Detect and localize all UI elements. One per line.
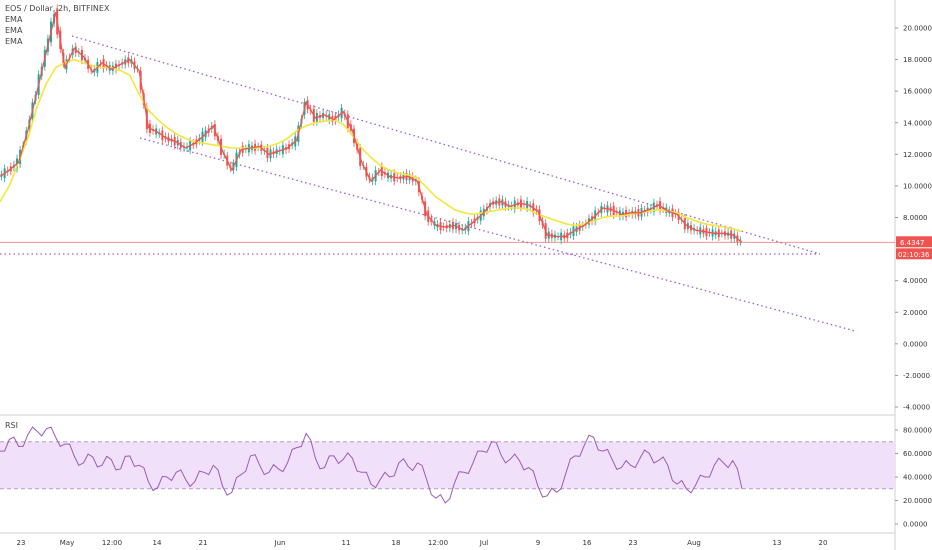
- price-tick-label: 20.0000: [903, 25, 932, 33]
- price-tick-label: -2.0000: [903, 372, 930, 380]
- rsi-line: [0, 426, 743, 504]
- ema-fast-line: [0, 12, 743, 243]
- time-tick-label: 20: [819, 539, 828, 547]
- time-tick-label: 16: [583, 539, 592, 547]
- time-tick-label: 23: [629, 539, 638, 547]
- rsi-pane-label: RSI: [5, 421, 18, 430]
- last-price-badge: 6.4347 02:10:36: [896, 236, 932, 260]
- countdown-badge-bg: [896, 248, 932, 260]
- time-tick-label: 11: [342, 539, 351, 547]
- rsi-tick-label: 20.0000: [903, 497, 932, 505]
- time-tick-label: Aug: [687, 539, 701, 547]
- price-tick-label: 2.0000: [903, 309, 928, 317]
- countdown-value: 02:10:36: [898, 251, 930, 259]
- ema-slow-line: [0, 58, 743, 233]
- legend-indicator-ema: EMA: [5, 26, 23, 35]
- time-tick-label: 12:00: [102, 539, 122, 547]
- time-tick-label: May: [60, 539, 74, 547]
- upper-trend-line: [71, 35, 821, 255]
- rsi-tick-label: 60.0000: [903, 450, 932, 458]
- candles: [0, 4, 742, 246]
- time-tick-label: 14: [153, 539, 162, 547]
- rsi-tick-label: 40.0000: [903, 474, 932, 482]
- price-tick-label: 8.0000: [903, 214, 928, 222]
- time-tick-label: 13: [773, 539, 782, 547]
- price-tick-label: 18.0000: [903, 56, 932, 64]
- time-tick-label: 18: [392, 539, 401, 547]
- rsi-tick-label: 0.0000: [903, 521, 928, 529]
- price-tick-label: -4.0000: [903, 404, 930, 412]
- price-tick-label: 16.0000: [903, 88, 932, 96]
- price-tick-label: 14.0000: [903, 119, 932, 127]
- rsi-band: [0, 441, 895, 489]
- price-tick-label: 4.0000: [903, 277, 928, 285]
- time-tick-label: 9: [536, 539, 540, 547]
- time-tick-label: Jun: [274, 539, 286, 547]
- time-tick-label: 12:00: [428, 539, 448, 547]
- rsi-tick-label: 80.0000: [903, 427, 932, 435]
- last-price-value: 6.4347: [900, 239, 925, 247]
- price-tick-label: 10.0000: [903, 182, 932, 190]
- time-tick-label: Jul: [479, 539, 489, 547]
- lower-trend-line: [139, 137, 856, 332]
- time-tick-label: 21: [199, 539, 208, 547]
- price-tick-label: 0.0000: [903, 340, 928, 348]
- price-tick-label: 12.0000: [903, 151, 932, 159]
- legend-indicator-ema: EMA: [5, 37, 23, 46]
- time-tick-label: 23: [17, 539, 26, 547]
- legend-indicator-ema: EMA: [5, 15, 23, 24]
- last-price-badge-bg: [896, 236, 932, 248]
